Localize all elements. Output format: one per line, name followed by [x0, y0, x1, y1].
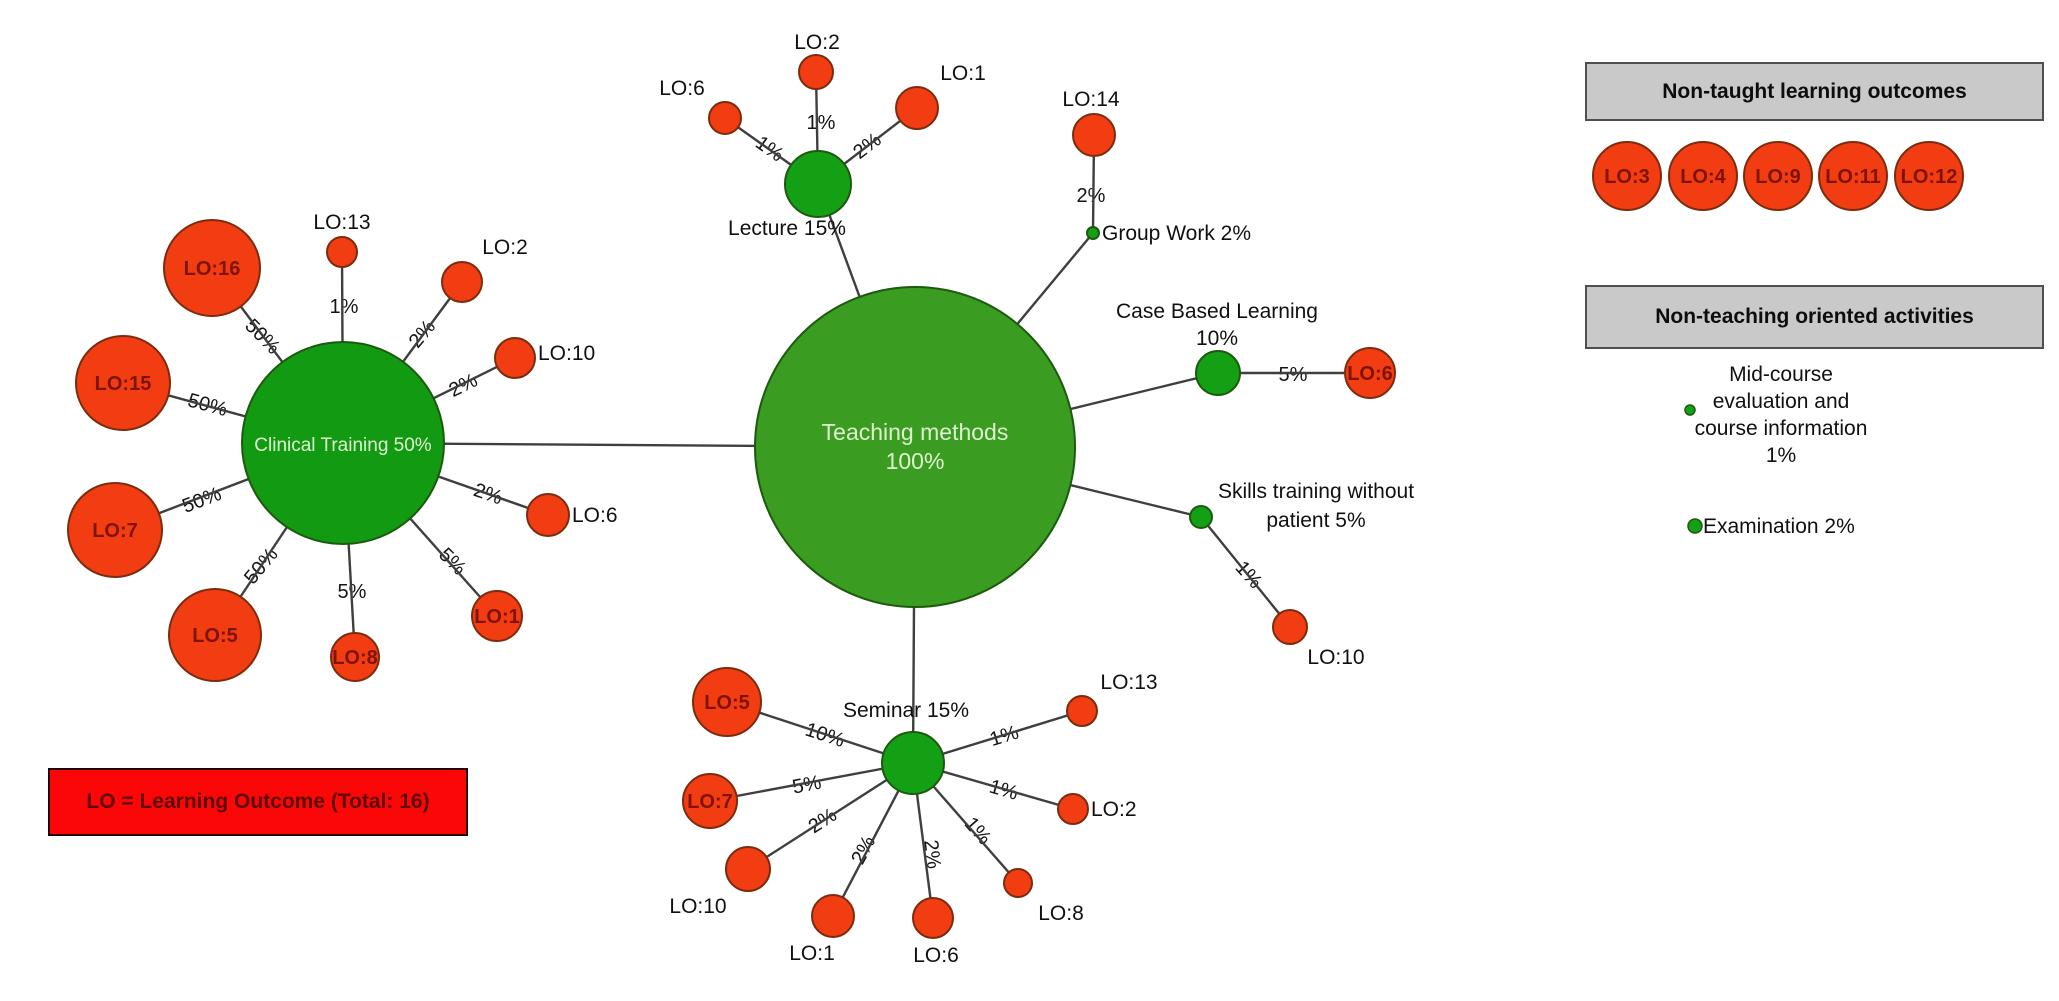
edge-label-clinical-c13: 1%	[330, 296, 359, 318]
edge-seminar-s10	[747, 761, 914, 871]
label-s13: LO:13	[1100, 671, 1157, 694]
label-le6: LO:6	[659, 77, 705, 100]
node-s5	[692, 667, 762, 737]
label-c8: LO:8	[332, 647, 378, 669]
label-clinical: Clinical Training 50%	[254, 435, 432, 456]
label-c2: LO:2	[482, 236, 528, 259]
legend-outcome-node-4	[1894, 141, 1964, 211]
node-labels: Teaching methods 100% Clinical Training 50…	[92, 31, 1957, 967]
mid-course-evaluation-label: Mid-course evaluation and course informati…	[1695, 363, 1868, 467]
edge-seminar-s7	[709, 761, 914, 803]
label-s7: LO:7	[687, 791, 733, 813]
node-lecture	[784, 150, 852, 218]
node-c2	[441, 261, 483, 303]
node-c6	[526, 493, 570, 537]
label-teaching: Teaching methods 100%	[822, 419, 1009, 474]
node-s10	[725, 846, 771, 892]
edge-label-clinical-c1: 5%	[434, 544, 470, 580]
label-lecture: Lecture 15%	[728, 217, 846, 240]
node-sk10	[1272, 609, 1308, 645]
label-s1: LO:1	[789, 942, 835, 965]
node-teaching	[754, 286, 1076, 608]
node-s2	[1057, 793, 1089, 825]
legend-outcome-label-2: LO:9	[1755, 166, 1801, 188]
node-seminar	[881, 731, 945, 795]
node-c13	[326, 236, 358, 268]
edge-label-seminar-s13: 1%	[987, 721, 1021, 751]
node-c5	[168, 588, 262, 682]
label-sk10: LO:10	[1307, 646, 1364, 669]
edge-label-lo14-groupwork: 2%	[1077, 185, 1106, 207]
label-s6: LO:6	[913, 944, 959, 967]
legend-outcome-label-0: LO:3	[1604, 166, 1650, 188]
legend-outcome-node-0	[1592, 141, 1662, 211]
edge-label-seminar-s8: 1%	[960, 813, 996, 849]
node-skills	[1189, 505, 1213, 529]
label-cbl: Case Based Learning 10%	[1116, 300, 1318, 350]
node-lo14	[1072, 113, 1116, 157]
node-cbl	[1195, 350, 1241, 396]
legend-non-taught-outcomes-title: Non-taught learning outcomes	[1662, 79, 1967, 103]
node-c1	[471, 590, 523, 642]
node-le6	[708, 101, 742, 135]
label-c1: LO:1	[474, 606, 520, 628]
mid-course-evaluation-dot	[1684, 404, 1696, 416]
label-s10: LO:10	[669, 895, 726, 918]
node-le1	[895, 86, 939, 130]
node-c15	[75, 335, 171, 431]
label-c13: LO:13	[313, 211, 370, 234]
label-cb6: LO:6	[1347, 363, 1393, 385]
legend-outcome-label-1: LO:4	[1680, 166, 1726, 188]
nodes	[67, 54, 1964, 939]
node-s7	[682, 773, 738, 829]
node-le2	[798, 54, 834, 90]
legend-non-teaching-activities-title: Non-teaching oriented activities	[1655, 305, 1974, 328]
node-groupwork	[1086, 226, 1100, 240]
examination-label: Examination 2%	[1703, 515, 1855, 538]
node-s1	[811, 894, 855, 938]
legend-outcome-node-1	[1668, 141, 1738, 211]
legend-outcome-node-2	[1743, 141, 1813, 211]
label-c7: LO:7	[92, 520, 138, 542]
node-c8	[330, 632, 380, 682]
label-s8: LO:8	[1038, 902, 1084, 925]
label-c15: LO:15	[95, 373, 152, 395]
label-groupwork: Group Work 2%	[1102, 222, 1251, 245]
legend-outcome-node-3	[1818, 141, 1888, 211]
label-skills: Skills training without patient 5%	[1218, 480, 1414, 532]
label-le2: LO:2	[794, 31, 840, 54]
node-clinical	[241, 341, 445, 545]
label-s2: LO:2	[1091, 798, 1137, 821]
edge-label-clinical-c7: 50%	[179, 483, 224, 518]
lo-abbreviation-note: LO = Learning Outcome (Total: 16)	[48, 768, 468, 836]
label-lo14: LO:14	[1062, 88, 1120, 111]
node-s13	[1066, 695, 1098, 727]
label-c5: LO:5	[192, 625, 238, 647]
label-c6: LO:6	[572, 504, 618, 527]
label-c10: LO:10	[538, 342, 595, 365]
node-cb6	[1344, 347, 1396, 399]
edge-label-clinical-c10: 2%	[446, 369, 482, 402]
legend-outcome-label-3: LO:11	[1825, 166, 1881, 188]
node-c7	[67, 482, 163, 578]
legend-non-taught-outcomes-header: Non-taught learning outcomes	[1585, 62, 2044, 121]
legend-non-teaching-activities-header: Non-teaching oriented activities	[1585, 285, 2044, 349]
lo-abbreviation-note-label: LO = Learning Outcome (Total: 16)	[86, 790, 430, 813]
edge-skills-sk10	[1200, 516, 1291, 628]
label-seminar: Seminar 15%	[843, 699, 969, 722]
node-c10	[494, 337, 536, 379]
edge-label-lecture-le2: 1%	[807, 112, 836, 134]
node-c16	[163, 219, 261, 317]
node-s8	[1003, 868, 1033, 898]
legend-outcome-label-4: LO:12	[1901, 166, 1958, 188]
node-s6	[912, 897, 954, 939]
label-s5: LO:5	[704, 692, 750, 714]
label-le1: LO:1	[940, 62, 986, 85]
examination-dot	[1687, 518, 1703, 534]
edge-label-cbl-cb6: 5%	[1279, 364, 1308, 386]
label-c16: LO:16	[184, 258, 241, 280]
